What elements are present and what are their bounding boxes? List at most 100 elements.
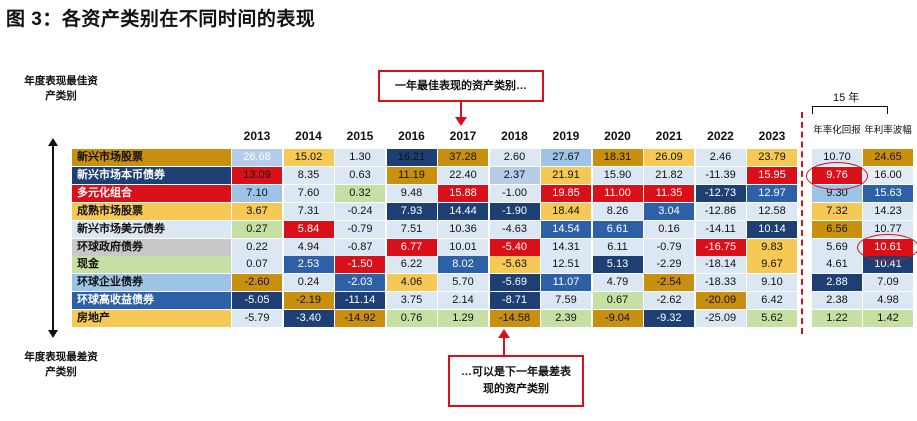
volatility-cell: 1.42 [863,310,913,328]
data-cell: 7.10 [232,184,282,202]
data-cell: 27.67 [541,149,591,166]
data-cell: -5.79 [232,310,282,328]
year-header: 2022 [707,129,734,143]
data-cell: 0.32 [335,184,385,202]
data-cell: 15.90 [592,166,643,184]
return-cell: 4.61 [812,256,862,274]
page-title: 图 3：各资产类别在不同时间的表现 [6,9,316,30]
data-cell: -14.11 [695,220,746,238]
asset-label: 多元化组合 [72,184,231,202]
data-cell: 2.39 [541,310,591,328]
data-cell: 6.42 [747,292,797,310]
data-cell: -0.24 [335,202,385,220]
volatility-cell: 10.41 [863,256,913,274]
data-cell: 23.79 [747,149,797,166]
asset-label: 成熟市场股票 [72,202,231,220]
data-cell: 11.35 [644,184,694,202]
data-cell: 1.30 [335,149,385,166]
data-cell: 7.59 [541,292,591,310]
data-cell: 6.77 [386,238,437,256]
data-cell: 26.09 [644,149,694,166]
data-cell: 0.24 [283,274,334,292]
volatility-cell: 7.09 [863,274,913,292]
data-cell: 3.04 [644,202,694,220]
data-cell: -9.04 [592,310,643,328]
ext-bracket [812,106,888,114]
data-cell: -1.50 [335,256,385,274]
data-cell: 2.46 [695,149,746,166]
data-cell: -25.09 [695,310,746,328]
data-cell: -2.19 [283,292,334,310]
data-cell: 5.84 [283,220,334,238]
data-cell: 6.11 [592,238,643,256]
data-cell: 18.31 [592,149,643,166]
callout-top-arrow [460,102,462,119]
volatility-cell: 15.63 [863,184,913,202]
data-cell: 1.29 [438,310,488,328]
volatility-cell: 16.00 [863,166,913,184]
year-header: 2014 [295,129,322,143]
data-cell: -18.14 [695,256,746,274]
volatility-cell: 10.77 [863,220,913,238]
data-cell: 10.14 [747,220,797,238]
data-cell: -5.69 [489,274,540,292]
data-cell: 3.75 [386,292,437,310]
data-cell: 5.13 [592,256,643,274]
data-cell: -2.03 [335,274,385,292]
data-cell: 19.85 [541,184,591,202]
callout-bottom-arrow [503,334,505,355]
data-cell: 14.44 [438,202,488,220]
data-cell: 11.00 [592,184,643,202]
callout-bottom: …可以是下一年最差表现的资产类别 [448,355,584,407]
data-cell: -2.62 [644,292,694,310]
data-cell: 7.31 [283,202,334,220]
data-cell: 2.60 [489,149,540,166]
data-cell: -2.54 [644,274,694,292]
data-cell: -5.63 [489,256,540,274]
data-cell: 37.28 [438,149,488,166]
data-cell: 2.37 [489,166,540,184]
return-cell: 9.30 [812,184,862,202]
return-cell: 10.70 [812,149,862,166]
data-cell: 8.26 [592,202,643,220]
year-header: 2017 [449,129,477,143]
data-cell: -8.71 [489,292,540,310]
year-header: 2021 [655,129,683,143]
data-cell: -12.73 [695,184,746,202]
data-cell: 5.70 [438,274,488,292]
data-cell: -5.05 [232,292,282,310]
data-cell: -1.00 [489,184,540,202]
data-cell: -9.32 [644,310,694,328]
asset-label: 现金 [72,256,231,274]
asset-label: 新兴市场美元债券 [72,220,231,238]
data-cell: 21.82 [644,166,694,184]
data-cell: 8.02 [438,256,488,274]
data-cell: -11.14 [335,292,385,310]
data-cell: -14.92 [335,310,385,328]
data-cell: 8.35 [283,166,334,184]
data-cell: 15.88 [438,184,488,202]
data-cell: 12.51 [541,256,591,274]
top-side-label: 年度表现最佳资产类别 [24,75,98,102]
extra-column-header: 年利率波幅 [864,125,912,136]
data-cell: 22.40 [438,166,488,184]
callout-top: 一年最佳表现的资产类别… [378,70,544,102]
year-header: 2018 [501,129,528,143]
asset-label: 房地产 [72,310,231,328]
data-cell: -20.09 [695,292,746,310]
data-cell: 10.36 [438,220,488,238]
data-cell: 7.93 [386,202,437,220]
data-cell: 0.76 [386,310,437,328]
volatility-cell: 4.98 [863,292,913,310]
data-cell: -3.40 [283,310,334,328]
data-cell: -0.79 [644,238,694,256]
data-cell: -18.33 [695,274,746,292]
data-cell: 13.09 [232,166,282,184]
data-cell: -11.39 [695,166,746,184]
data-cell: 4.94 [283,238,334,256]
data-cell: 26.68 [232,149,282,166]
data-cell: 12.58 [747,202,797,220]
data-cell: 0.22 [232,238,282,256]
callout-bottom-arrow-icon [498,329,510,338]
data-cell: 0.27 [232,220,282,238]
